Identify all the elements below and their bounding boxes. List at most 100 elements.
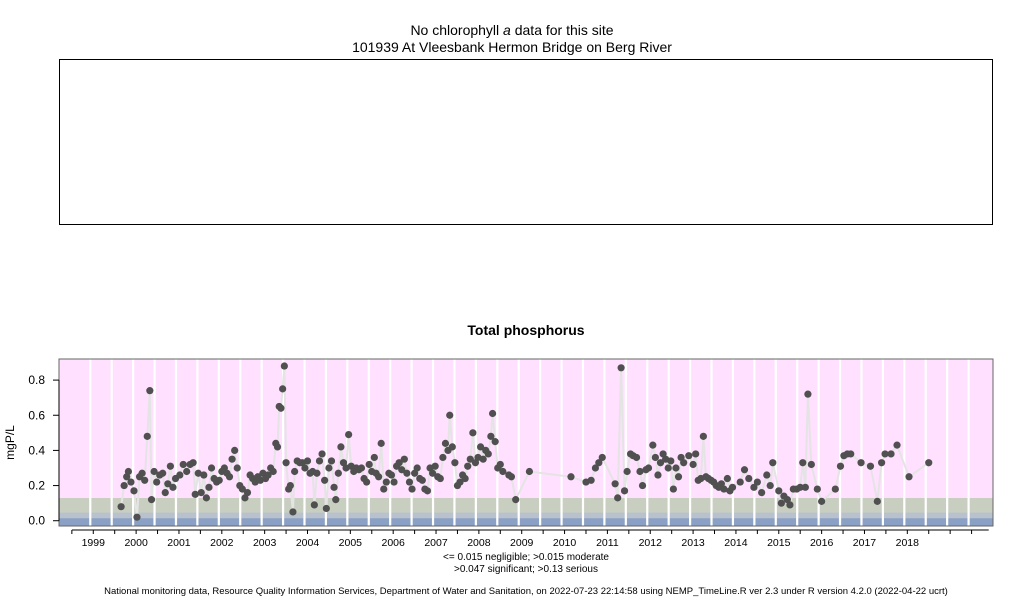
data-point bbox=[231, 446, 239, 455]
x-tick-label: 2013 bbox=[681, 537, 705, 549]
data-point bbox=[598, 453, 606, 462]
threshold-bands bbox=[59, 359, 993, 526]
data-point bbox=[632, 453, 641, 462]
x-tick-label: 2005 bbox=[339, 537, 363, 549]
y-tick-label: 0.2 bbox=[28, 479, 45, 493]
data-point bbox=[866, 462, 875, 470]
data-point bbox=[413, 464, 421, 472]
data-point bbox=[507, 473, 516, 481]
x-tick-label: 2009 bbox=[510, 537, 534, 549]
data-point bbox=[179, 460, 187, 469]
data-point bbox=[623, 467, 631, 476]
data-point bbox=[159, 469, 167, 477]
data-point bbox=[464, 462, 472, 470]
x-tick-label: 2014 bbox=[724, 537, 748, 549]
data-point bbox=[456, 478, 464, 486]
x-tick-label: 2012 bbox=[639, 537, 663, 549]
data-point bbox=[117, 503, 125, 511]
data-point bbox=[176, 471, 184, 479]
data-point bbox=[766, 481, 774, 490]
data-point bbox=[120, 481, 128, 490]
data-point bbox=[377, 439, 385, 447]
data-point bbox=[269, 467, 277, 476]
data-point bbox=[141, 476, 149, 484]
y-tick-label: 0.8 bbox=[28, 373, 45, 387]
data-point bbox=[591, 464, 600, 472]
data-point bbox=[847, 450, 855, 458]
data-point bbox=[736, 478, 744, 486]
data-point bbox=[166, 462, 174, 470]
data-point bbox=[418, 476, 426, 484]
data-point bbox=[476, 443, 485, 451]
data-point bbox=[405, 478, 414, 486]
data-point bbox=[390, 478, 398, 486]
x-tick-label: 2002 bbox=[210, 537, 234, 549]
data-point bbox=[138, 469, 146, 477]
data-point bbox=[289, 508, 297, 516]
data-point bbox=[334, 469, 342, 477]
data-point bbox=[512, 496, 520, 504]
band-serious bbox=[59, 359, 993, 498]
data-point bbox=[496, 460, 504, 469]
data-point bbox=[656, 459, 665, 467]
x-tick-label: 2003 bbox=[253, 537, 277, 549]
data-point bbox=[330, 483, 338, 491]
data-point bbox=[750, 483, 758, 491]
data-point bbox=[441, 439, 450, 447]
data-point bbox=[818, 497, 826, 505]
x-tick-label: 2010 bbox=[553, 537, 577, 549]
data-point bbox=[925, 459, 933, 467]
data-point bbox=[567, 473, 575, 481]
data-point bbox=[395, 459, 403, 467]
data-point bbox=[363, 478, 371, 486]
data-point bbox=[429, 469, 437, 477]
data-point bbox=[461, 474, 469, 483]
data-point bbox=[387, 471, 396, 479]
data-point bbox=[753, 478, 761, 486]
data-point bbox=[194, 469, 202, 477]
data-point bbox=[446, 411, 454, 419]
data-point bbox=[804, 390, 812, 398]
data-point bbox=[215, 476, 223, 484]
data-point bbox=[315, 457, 324, 465]
data-point bbox=[723, 474, 731, 483]
x-tick-label: 2008 bbox=[467, 537, 491, 549]
data-point bbox=[398, 466, 406, 474]
band-moderate bbox=[59, 512, 993, 519]
title-suffix: data for this site bbox=[510, 22, 614, 38]
data-point bbox=[786, 501, 794, 509]
data-point bbox=[161, 489, 169, 497]
data-point bbox=[202, 494, 210, 502]
data-point bbox=[728, 483, 737, 491]
band-significant bbox=[59, 497, 993, 513]
data-point bbox=[487, 432, 495, 440]
data-point bbox=[228, 455, 236, 463]
data-point bbox=[146, 387, 154, 395]
data-point bbox=[799, 459, 807, 467]
data-point bbox=[191, 490, 199, 498]
data-point bbox=[408, 485, 416, 493]
x-tick-label: 2015 bbox=[767, 537, 791, 549]
data-point bbox=[451, 459, 459, 467]
data-point bbox=[595, 459, 603, 467]
x-tick-label: 2006 bbox=[382, 537, 406, 549]
chlorophyll-empty-panel bbox=[59, 59, 993, 225]
data-point bbox=[469, 429, 477, 437]
data-point bbox=[273, 443, 282, 451]
data-point bbox=[614, 494, 622, 502]
legend-line-1: <= 0.015 negligible; >0.015 moderate bbox=[443, 552, 609, 563]
data-point bbox=[197, 489, 205, 497]
y-axis-label: mgP/L bbox=[3, 425, 17, 460]
data-point bbox=[225, 473, 234, 481]
data-point bbox=[380, 485, 388, 493]
data-points bbox=[117, 362, 933, 521]
y-tick-label: 0.0 bbox=[28, 514, 45, 528]
x-tick-label: 2001 bbox=[167, 537, 191, 549]
title-prefix: No chlorophyll bbox=[410, 22, 504, 38]
data-point bbox=[763, 471, 771, 479]
data-point bbox=[322, 504, 330, 513]
data-point bbox=[207, 464, 216, 472]
data-point bbox=[878, 459, 886, 467]
x-tick-label: 2011 bbox=[596, 537, 619, 549]
data-point bbox=[127, 478, 135, 486]
